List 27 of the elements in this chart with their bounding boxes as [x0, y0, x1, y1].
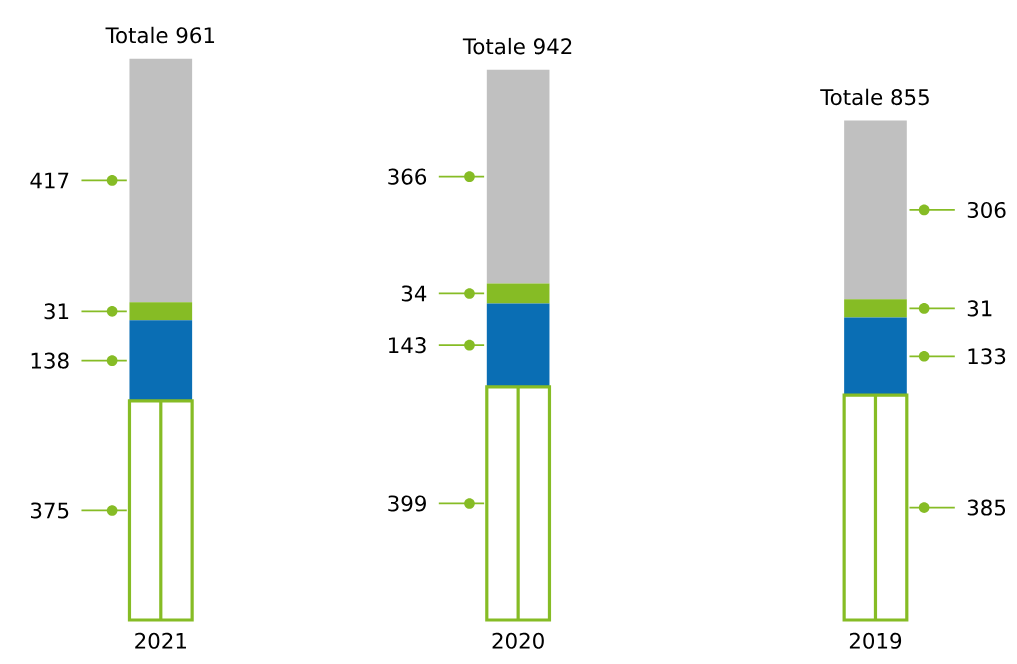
bar	[486, 283, 550, 304]
x-tick-label: 2021	[135, 632, 186, 649]
data-label: 34	[401, 285, 427, 302]
bar	[129, 320, 193, 401]
data-label: 399	[388, 495, 426, 512]
data-label: 306	[967, 201, 1006, 219]
bar	[486, 69, 550, 284]
total-label: Totale 855	[820, 88, 929, 106]
data-label: 138	[31, 352, 69, 369]
data-label: 143	[389, 337, 426, 354]
total-label: Totale 942	[462, 37, 572, 55]
bar	[129, 302, 193, 321]
data-label: 133	[968, 348, 1006, 365]
data-label: 31	[44, 303, 69, 320]
data-label: 31	[967, 300, 992, 317]
bar	[844, 299, 907, 318]
x-tick-label: 2020	[492, 632, 544, 649]
data-label: 375	[31, 502, 69, 519]
bar	[844, 120, 907, 300]
bar	[844, 317, 907, 396]
data-label: 385	[967, 499, 1006, 516]
bar	[486, 303, 550, 387]
data-label: 417	[30, 172, 69, 189]
total-label: Totale 961	[105, 26, 215, 44]
x-tick-label: 2019	[849, 632, 902, 649]
bar	[129, 58, 193, 303]
data-label: 366	[388, 168, 427, 185]
